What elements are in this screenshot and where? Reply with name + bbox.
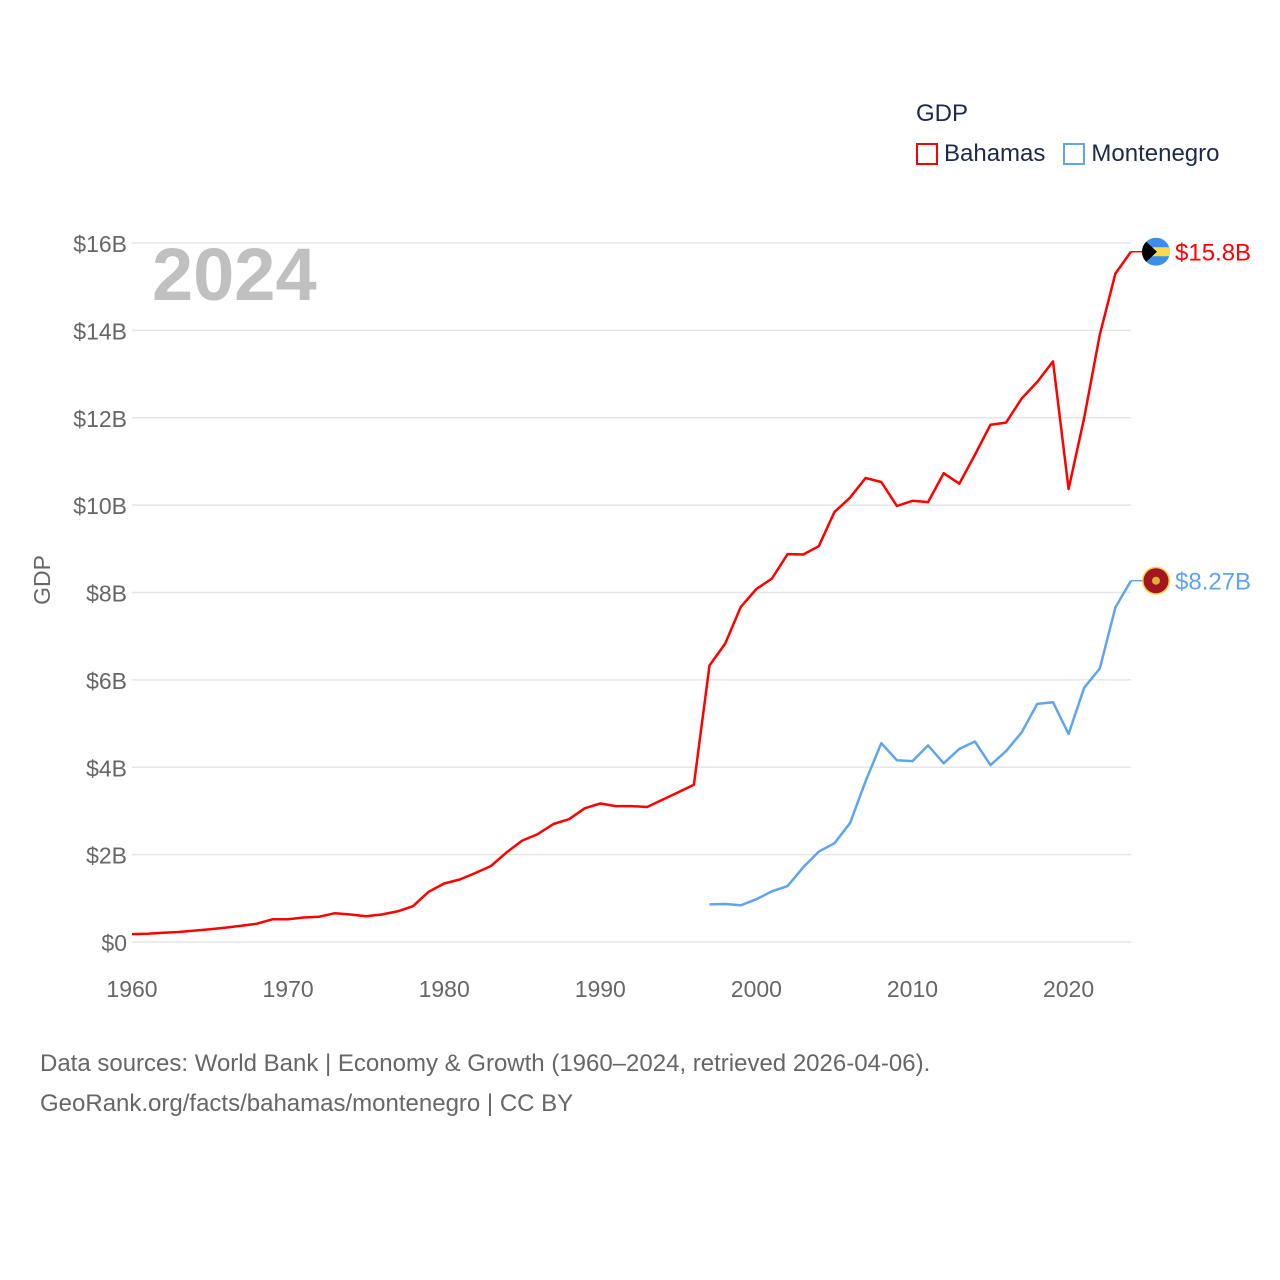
x-tick-label: 2010 (887, 976, 938, 1002)
x-tick-label: 1980 (419, 976, 470, 1002)
legend-swatch-montenegro (1063, 143, 1086, 165)
y-tick-label: $0 (101, 930, 127, 956)
y-tick-label: $4B (86, 755, 127, 781)
legend-title: GDP (916, 100, 969, 127)
source-link[interactable]: GeoRank.org/facts/bahamas/montenegro | C… (40, 1090, 574, 1117)
legend-swatch-bahamas (916, 143, 938, 165)
y-tick-label: $8B (86, 581, 127, 607)
y-tick-label: $14B (73, 318, 127, 344)
y-tick-label: $6B (86, 668, 127, 694)
y-tick-label: $12B (73, 406, 127, 432)
end-value-label: $8.27B (1175, 569, 1251, 596)
x-tick-label: 2020 (1043, 976, 1094, 1002)
x-tick-label: 2000 (731, 976, 782, 1002)
y-tick-label: $16B (73, 231, 127, 257)
x-tick-label: 1960 (106, 976, 157, 1002)
end-value-label: $15.8B (1175, 240, 1251, 267)
y-tick-label: $10B (73, 493, 127, 519)
y-tick-label: $2B (86, 843, 127, 869)
data-sources: Data sources: World Bank | Economy & Gro… (40, 1050, 931, 1077)
legend-item-montenegro[interactable]: Montenegro (1063, 140, 1219, 168)
legend-item-bahamas[interactable]: Bahamas (916, 140, 1045, 168)
legend: GDP Bahamas Montenegro (916, 100, 1219, 168)
series-line-bahamas (131, 250, 1133, 936)
legend-label: Bahamas (944, 140, 1046, 167)
flag-bahamas-icon (1142, 237, 1170, 266)
legend-label: Montenegro (1091, 140, 1220, 167)
x-tick-label: 1970 (263, 976, 314, 1002)
footer: Data sources: World Bank | Economy & Gro… (40, 1044, 930, 1124)
series-line-montenegro (709, 580, 1133, 907)
x-tick-label: 1990 (575, 976, 626, 1002)
flag-montenegro-icon (1142, 566, 1170, 595)
year-watermark: 2024 (152, 233, 317, 316)
y-axis-label: GDP (29, 555, 55, 605)
